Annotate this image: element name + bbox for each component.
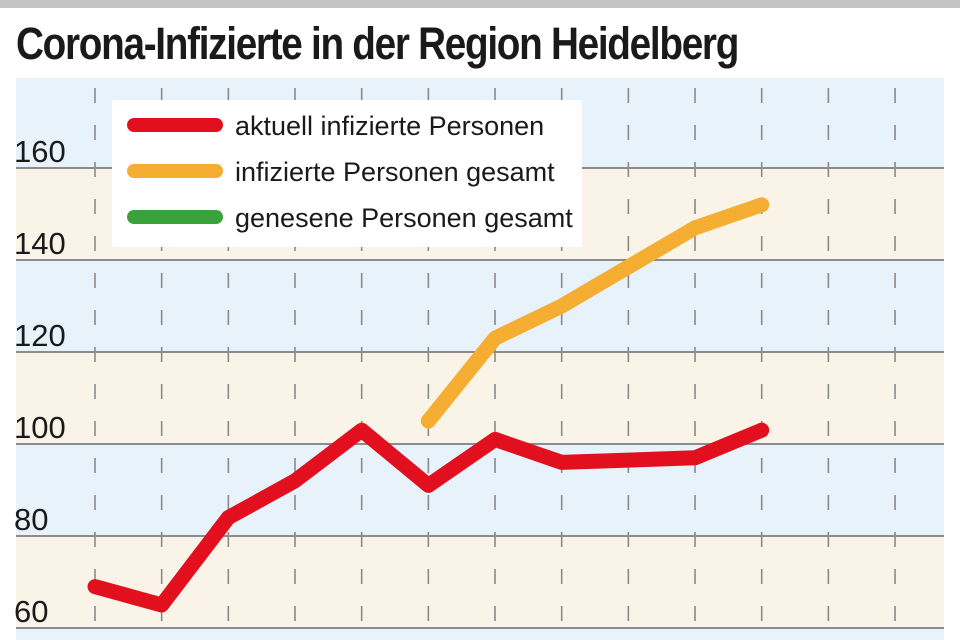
chart-title: Corona-Infizierte in der Region Heidelbe… — [16, 18, 739, 69]
background-band — [16, 536, 944, 628]
background-band — [16, 260, 944, 352]
background-band — [16, 628, 944, 640]
series-line-infizierte-personen-gesamt — [420, 197, 770, 429]
top-bar — [0, 0, 960, 8]
legend-label: infizierte Personen gesamt — [235, 157, 555, 187]
series-lines — [87, 197, 770, 613]
y-tick-label: 160 — [14, 134, 66, 169]
y-tick-label: 140 — [14, 226, 66, 261]
y-axis-ticks: 60 80 100 120 140 160 — [14, 134, 66, 629]
y-tick-label: 100 — [14, 410, 66, 445]
legend-label: genesene Personen gesamt — [235, 203, 573, 233]
y-tick-label: 60 — [14, 594, 48, 629]
series-line-aktuell-infizierte-personen — [87, 422, 770, 613]
legend-label: aktuell infizierte Personen — [235, 111, 544, 141]
legend: aktuell infizierte Personen infizierte Pe… — [112, 100, 582, 247]
y-tick-label: 80 — [14, 502, 48, 537]
background-band — [16, 444, 944, 536]
y-tick-label: 120 — [14, 318, 66, 353]
